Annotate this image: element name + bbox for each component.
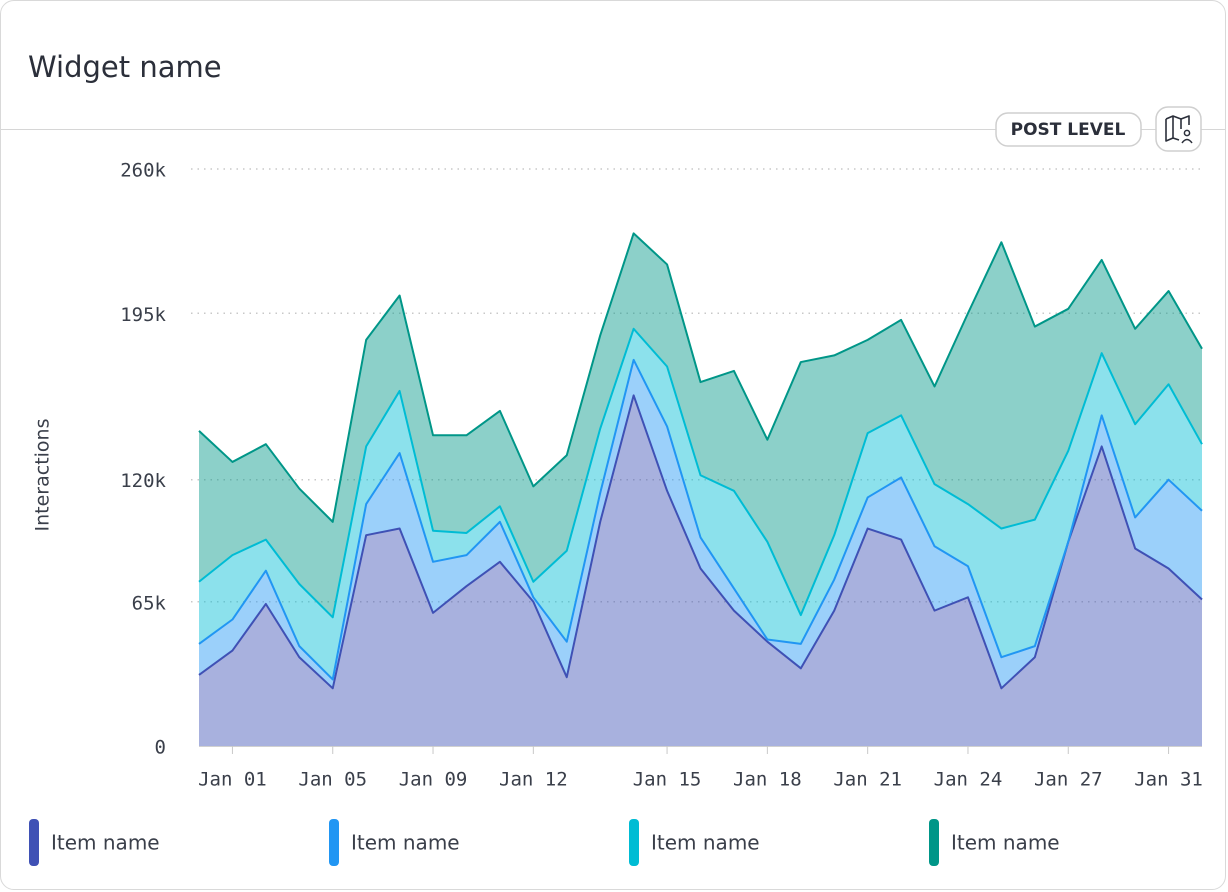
- legend-label: Item name: [51, 831, 160, 855]
- y-tick-label: 260k: [120, 160, 166, 182]
- legend-label: Item name: [351, 831, 460, 855]
- areas: [198, 232, 1203, 746]
- x-tick-label: Jan 09: [399, 769, 468, 791]
- level-badge-text: POST LEVEL: [1011, 120, 1126, 140]
- legend-swatch: [329, 819, 339, 866]
- area-line: [198, 358, 1203, 681]
- map-button[interactable]: [1155, 106, 1202, 152]
- x-tick-label: Jan 01: [198, 769, 267, 791]
- user-icon-body: [1181, 138, 1193, 144]
- x-tick-label: Jan 21: [833, 769, 902, 791]
- x-tick-label: Jan 27: [1034, 769, 1103, 791]
- legend-label: Item name: [951, 831, 1060, 855]
- user-icon-head: [1183, 129, 1191, 137]
- x-tick-label: Jan 15: [633, 769, 702, 791]
- area-line: [198, 327, 1203, 619]
- y-axis-label: Interactions: [32, 419, 54, 532]
- x-tick-label: Jan 05: [298, 769, 367, 791]
- legend-swatch: [29, 819, 39, 866]
- map-button-bg[interactable]: [1155, 106, 1202, 152]
- legend-label: Item name: [651, 831, 760, 855]
- x-tick-label: Jan 24: [934, 769, 1003, 791]
- x-tick-label: Jan 18: [733, 769, 802, 791]
- y-tick-label: 120k: [120, 470, 166, 492]
- level-badge[interactable]: [995, 112, 1142, 147]
- y-tick-label: 0: [155, 737, 166, 759]
- legend-swatch: [929, 819, 939, 866]
- y-tick-label: 65k: [132, 592, 167, 614]
- x-tick-label: Jan 31: [1134, 769, 1203, 791]
- area-fill: [199, 328, 1202, 680]
- x-tick-label: Jan 12: [499, 769, 568, 791]
- area-line: [198, 232, 1203, 523]
- legend-swatch: [629, 819, 639, 866]
- widget-title: Widget name: [28, 50, 222, 84]
- area-fill: [199, 233, 1202, 618]
- area-line: [198, 394, 1203, 690]
- area-fill: [199, 395, 1202, 746]
- y-tick-label: 195k: [120, 304, 166, 326]
- map-icon: [1165, 115, 1190, 142]
